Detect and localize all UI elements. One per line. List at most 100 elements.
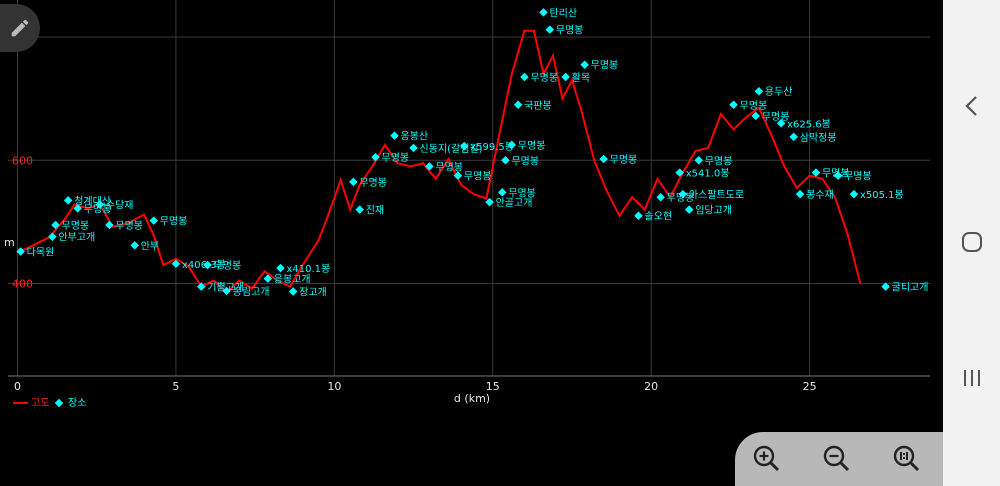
place-diamond	[634, 211, 643, 220]
place-diamond	[599, 154, 608, 164]
place-marker[interactable]: 국판봉	[513, 100, 552, 112]
place-marker[interactable]: 안부고개	[48, 232, 95, 244]
place-diamond	[197, 282, 206, 291]
place-marker[interactable]: 무명봉	[149, 216, 188, 228]
place-diamond	[203, 260, 212, 270]
place-diamond	[795, 189, 805, 199]
place-marker[interactable]: 무명봉	[580, 60, 618, 72]
place-label: 국판봉	[524, 100, 552, 112]
place-marker[interactable]: 임당고개	[684, 204, 732, 217]
place-marker[interactable]: 무명봉	[73, 203, 111, 215]
pencil-icon	[11, 19, 29, 37]
place-diamond	[276, 263, 285, 273]
zoom-in-button[interactable]	[746, 438, 788, 480]
place-marker[interactable]: 무명봉	[694, 155, 732, 167]
zoom-controls	[735, 432, 943, 486]
place-marker[interactable]: 용두산	[754, 86, 793, 98]
place-label: 아스팔트도로	[689, 189, 744, 201]
place-label: 무명봉	[435, 161, 463, 173]
place-label: 봉수재	[806, 189, 834, 201]
place-label: x599.5봉	[470, 141, 514, 153]
place-marker[interactable]: 삼막정봉	[789, 132, 837, 144]
place-diamond	[149, 216, 158, 225]
place-label: 안부	[141, 240, 159, 252]
place-marker[interactable]: 진재	[355, 205, 384, 217]
place-marker[interactable]: 장고개	[288, 287, 327, 299]
place-marker[interactable]: 무명봉	[453, 171, 492, 183]
x-tick-label: 15	[486, 380, 500, 393]
back-button[interactable]	[943, 86, 1000, 126]
recents-icon	[963, 370, 980, 386]
place-label: 굴티고개	[892, 282, 929, 294]
legend-elevation-label: 고도	[31, 398, 49, 409]
place-label: 장고개	[299, 287, 327, 299]
place-diamond	[95, 200, 105, 209]
home-button[interactable]	[943, 222, 1000, 262]
place-label: 무명봉	[508, 187, 536, 199]
place-marker[interactable]: 옹봉산	[390, 131, 428, 143]
place-diamond	[789, 132, 799, 142]
place-marker[interactable]: 무명봉	[51, 220, 89, 232]
place-marker[interactable]: 무명봉	[425, 161, 463, 173]
zoom-fit-icon	[893, 445, 920, 472]
place-marker[interactable]: 봉림고개	[222, 286, 269, 298]
zoom-out-button[interactable]	[816, 438, 858, 480]
place-label: 무명봉	[62, 220, 90, 232]
place-marker[interactable]: 탄리산	[539, 7, 577, 19]
place-diamond	[675, 168, 684, 177]
place-marker[interactable]: 활목	[561, 71, 590, 84]
recents-button[interactable]	[943, 358, 1000, 398]
place-marker[interactable]: x410.1봉	[276, 263, 330, 275]
place-marker[interactable]: 무명봉	[751, 111, 789, 123]
place-label: 안부고개	[58, 232, 95, 244]
place-marker[interactable]: 무명봉	[498, 187, 536, 199]
place-marker[interactable]: 수당재	[95, 200, 134, 212]
y-axis-label: m	[4, 236, 15, 249]
place-diamond	[460, 141, 469, 151]
place-label: 활목	[572, 71, 590, 84]
place-marker[interactable]: 다목원	[16, 246, 54, 258]
place-marker[interactable]: 무명봉	[105, 220, 143, 232]
y-tick-label: 600	[12, 154, 33, 167]
place-diamond	[694, 156, 703, 165]
place-label: 기쁨고개	[207, 282, 244, 294]
place-marker[interactable]: 무명봉	[599, 154, 637, 166]
place-label: 무명봉	[705, 155, 733, 167]
elevation-line	[17, 29, 862, 295]
elevation-chart[interactable]: 0510152025400600800 다목원안부고개무명봉청계대산무명봉수당재…	[0, 0, 943, 486]
place-diamond	[409, 143, 418, 153]
place-marker[interactable]: 안부	[130, 240, 159, 252]
place-label: 진재	[366, 205, 384, 217]
place-marker[interactable]: 응봉고개	[263, 274, 311, 286]
place-marker[interactable]: 아스팔트도로	[678, 189, 744, 201]
place-diamond	[656, 193, 665, 202]
place-diamond	[754, 86, 764, 96]
place-diamond	[881, 282, 890, 291]
place-label: 옹봉산	[401, 131, 429, 143]
place-marker[interactable]: 무명봉	[501, 155, 539, 167]
place-marker[interactable]: 무명봉	[729, 100, 767, 112]
place-marker[interactable]: x599.5봉	[460, 141, 514, 153]
place-marker[interactable]: x505.1봉	[849, 189, 904, 201]
place-marker[interactable]: 안골고개	[485, 197, 532, 209]
legend-place-swatch	[54, 398, 64, 408]
place-marker[interactable]: 무명봉	[507, 140, 546, 152]
place-diamond	[849, 189, 859, 199]
edit-button[interactable]	[0, 4, 40, 52]
place-marker[interactable]: 굴티고개	[881, 282, 928, 294]
place-diamond	[130, 241, 139, 250]
place-label: 무명봉	[214, 260, 242, 272]
place-marker[interactable]: 기쁨고개	[197, 282, 244, 294]
place-marker[interactable]: 무명봉	[371, 152, 409, 164]
place-marker[interactable]: x541.0봉	[675, 168, 729, 180]
zoom-fit-button[interactable]	[886, 438, 928, 480]
place-marker[interactable]: 무명봉	[520, 72, 558, 84]
place-marker[interactable]: 무명봉	[545, 25, 584, 37]
x-tick-label: 0	[14, 380, 21, 393]
place-marker[interactable]: 무명봉	[349, 177, 387, 189]
place-marker[interactable]: 무명봉	[203, 260, 241, 272]
place-marker[interactable]: 봉수재	[795, 189, 834, 201]
place-marker[interactable]: 솔오현	[634, 211, 672, 223]
place-label: 무명봉	[530, 72, 558, 84]
place-diamond	[539, 8, 548, 17]
